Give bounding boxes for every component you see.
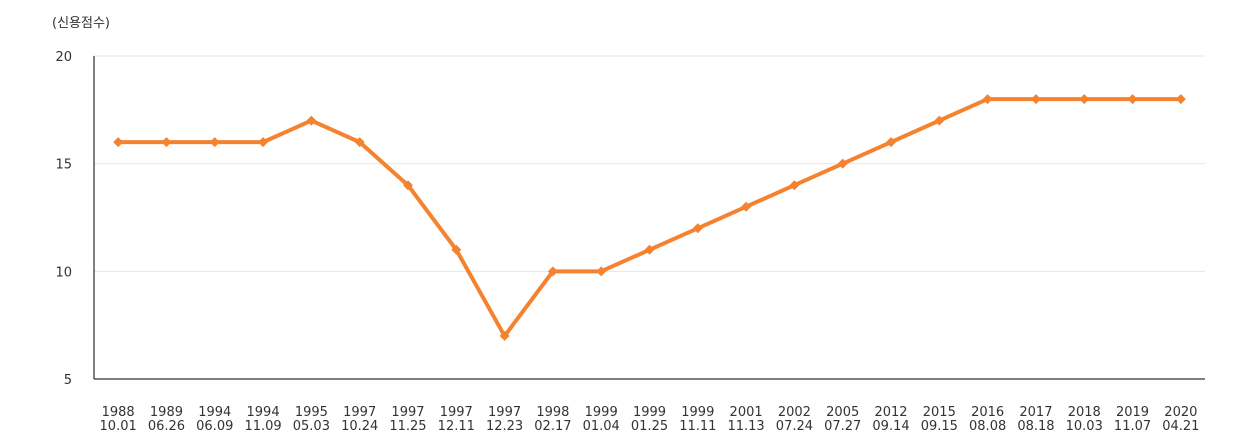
data-point	[1079, 94, 1090, 105]
x-tick-label: 2019 11.07	[1114, 405, 1151, 434]
x-tick-label: 2016 08.08	[969, 405, 1006, 434]
x-tick-label: 1997 12.11	[438, 405, 475, 434]
data-point	[741, 201, 752, 212]
x-tick-label: 2012 09.14	[872, 405, 909, 434]
data-point	[209, 137, 220, 148]
x-tick-label: 1988 10.01	[100, 405, 137, 434]
data-point	[644, 244, 655, 255]
x-tick-label: 1997 10.24	[341, 405, 378, 434]
data-point	[692, 223, 703, 234]
x-tick-label: 2015 09.15	[921, 405, 958, 434]
x-tick-label: 1999 01.25	[631, 405, 668, 434]
data-point	[402, 180, 413, 191]
data-point	[837, 158, 848, 169]
y-tick-label: 20	[55, 50, 72, 65]
y-tick-label: 15	[55, 158, 72, 173]
x-tick-label: 1998 02.17	[534, 405, 571, 434]
data-point	[306, 115, 317, 126]
x-tick-label: 1997 11.25	[389, 405, 426, 434]
x-tick-label: 2005 07.27	[824, 405, 861, 434]
series-line	[118, 97, 1181, 338]
data-point	[934, 115, 945, 126]
data-point	[354, 137, 365, 148]
data-point	[547, 266, 558, 277]
x-tick-label: 2020 04.21	[1162, 405, 1199, 434]
data-point	[451, 244, 462, 255]
x-tick-label: 1999 11.11	[679, 405, 716, 434]
data-point	[596, 266, 607, 277]
x-tick-label: 1995 05.03	[293, 405, 330, 434]
data-point	[1175, 94, 1186, 105]
x-tick-label: 1994 06.09	[196, 405, 233, 434]
data-point	[1127, 94, 1138, 105]
data-point	[113, 137, 124, 148]
data-point	[886, 137, 897, 148]
x-tick-label: 1989 06.26	[148, 405, 185, 434]
data-point	[982, 94, 993, 105]
x-tick-label: 1999 01.04	[583, 405, 620, 434]
x-tick-label: 2001 11.13	[727, 405, 764, 434]
y-axis-label: (신용점수)	[52, 16, 110, 31]
x-tick-label: 1997 12.23	[486, 405, 523, 434]
x-tick-label: 1994 11.09	[244, 405, 281, 434]
data-point	[1030, 94, 1041, 105]
y-tick-label: 5	[64, 373, 72, 388]
data-point	[161, 137, 172, 148]
data-point	[258, 137, 269, 148]
x-tick-label: 2002 07.24	[776, 405, 813, 434]
x-tick-label: 2018 10.03	[1066, 405, 1103, 434]
y-tick-label: 10	[55, 265, 72, 280]
data-point	[789, 180, 800, 191]
data-point	[499, 330, 510, 341]
x-tick-label: 2017 08.18	[1017, 405, 1054, 434]
